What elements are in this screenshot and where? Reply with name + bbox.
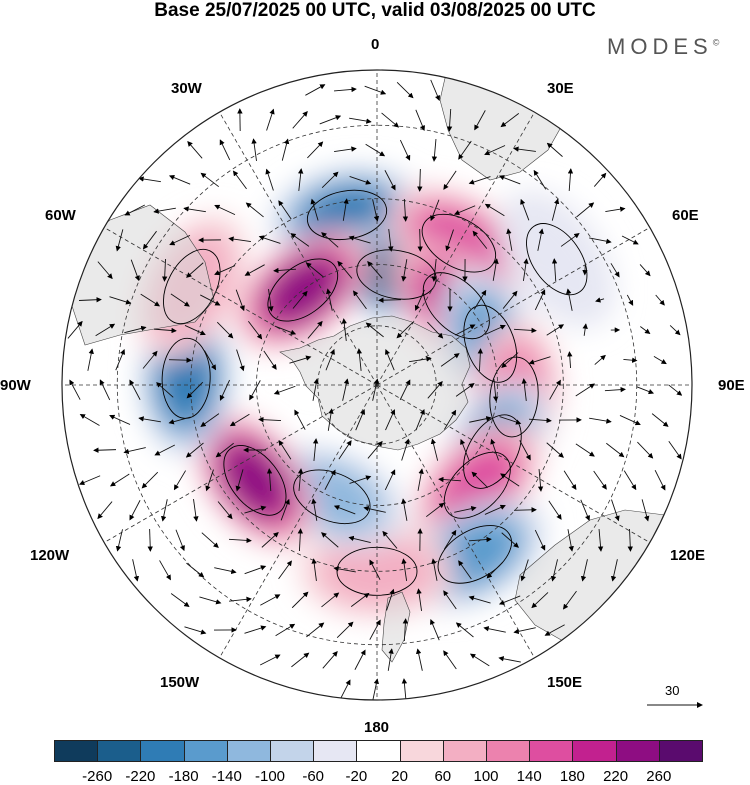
wind-vector-142: [169, 360, 191, 361]
lon-label-120w: 120W: [30, 547, 69, 564]
wind-vector-108: [379, 300, 401, 301]
colorbar-cell: [659, 740, 703, 762]
colorbar-cell: [270, 740, 314, 762]
lon-label-90e: 90E: [718, 377, 745, 394]
lon-label-180: 180: [364, 719, 389, 736]
brand-logo: MODES©: [607, 34, 719, 60]
brand-mark: ©: [713, 38, 720, 48]
lon-label-0: 0: [371, 36, 379, 53]
colorbar-cell: [400, 740, 444, 762]
colorbar-tick: -180: [164, 768, 204, 785]
lon-label-30w: 30W: [171, 80, 202, 97]
colorbar-tick: -60: [293, 768, 333, 785]
colorbar-cell: [616, 740, 660, 762]
colorbar-tick: 260: [639, 768, 679, 785]
colorbar-tick: 180: [552, 768, 592, 785]
colorbar-tick: -260: [77, 768, 117, 785]
colorbar-tick: 20: [380, 768, 420, 785]
colorbar-cell: [97, 740, 141, 762]
colorbar-cell: [529, 740, 573, 762]
brand-name: MODES: [607, 34, 713, 59]
colorbar-cell: [313, 740, 357, 762]
colorbar-tick: 140: [509, 768, 549, 785]
colorbar-tick: 220: [596, 768, 636, 785]
colorbar-tick: 60: [423, 768, 463, 785]
colorbar-cell: [572, 740, 616, 762]
lon-label-60e: 60E: [672, 207, 699, 224]
colorbar-tick: -20: [336, 768, 376, 785]
chart-title: Base 25/07/2025 00 UTC, valid 03/08/2025…: [0, 0, 750, 22]
colorbar-cell: [227, 740, 271, 762]
colorbar-cell: [356, 740, 400, 762]
colorbar-cell: [443, 740, 487, 762]
reference-vector-label: 30: [665, 683, 679, 698]
lon-label-120e: 120E: [670, 547, 705, 564]
lon-label-60w: 60W: [45, 207, 76, 224]
lon-label-150e: 150E: [547, 674, 582, 691]
colorbar-cell: [486, 740, 530, 762]
colorbar-cell: [54, 740, 98, 762]
lon-label-90w: 90W: [0, 377, 31, 394]
colorbar-tick: -220: [120, 768, 160, 785]
colorbar-cell: [140, 740, 184, 762]
lon-label-30e: 30E: [547, 80, 574, 97]
lon-label-150w: 150W: [160, 674, 199, 691]
colorbar-tick: -140: [207, 768, 247, 785]
colorbar-cell: [184, 740, 228, 762]
colorbar-tick: 100: [466, 768, 506, 785]
wind-vector-254: [514, 510, 536, 511]
colorbar-tick: -100: [250, 768, 290, 785]
